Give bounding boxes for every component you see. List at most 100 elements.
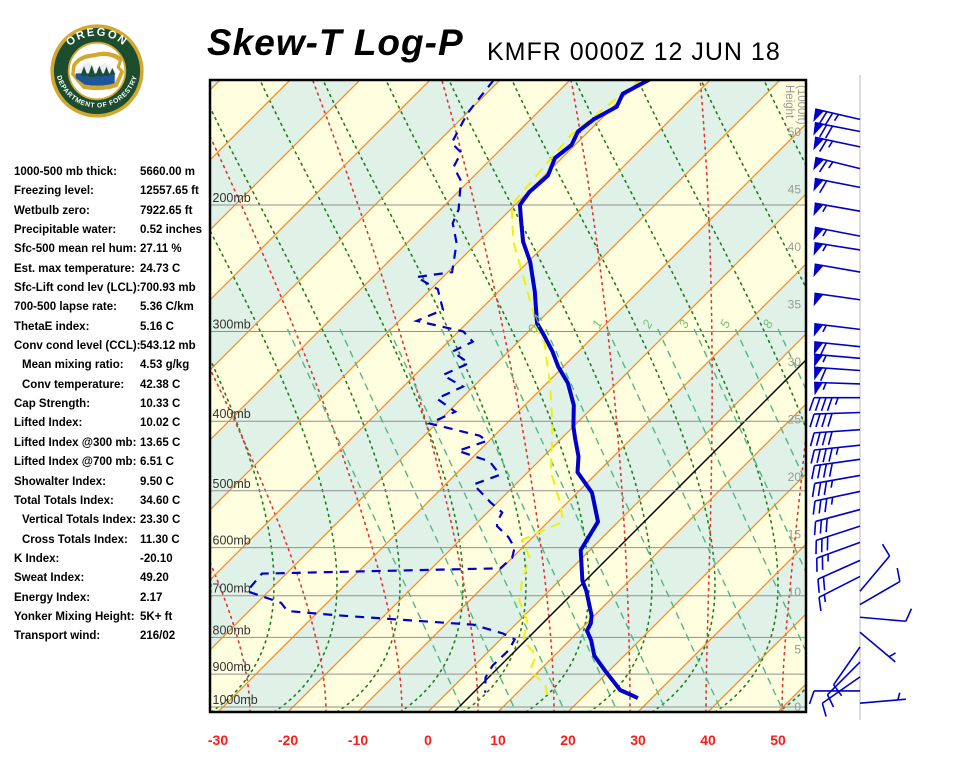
- wind-barb: [859, 543, 891, 592]
- stat-value: 42.38 C: [140, 378, 181, 391]
- wind-barb: [813, 156, 861, 173]
- wind-barb: [809, 428, 861, 447]
- stat-row: 700-500 lapse rate: 5.36 C/km: [14, 301, 214, 320]
- temp-axis-label: 20: [560, 732, 576, 748]
- wind-barb: [808, 396, 860, 411]
- zero-reference-line: [453, 359, 806, 712]
- mixing-ratio-lines: [286, 328, 806, 712]
- height-label: 50: [788, 125, 802, 139]
- wind-barb: [810, 444, 861, 464]
- stat-label: Lifted Index:: [14, 417, 83, 430]
- mixing-ratio-label: 0.4: [524, 312, 546, 335]
- temp-axis-labels: -30 -20 -10 0 10 20 30 40 50: [208, 732, 786, 748]
- temp-axis-label: -30: [208, 732, 228, 748]
- temp-axis-label: -10: [348, 732, 368, 748]
- stat-value: 5K+ ft: [140, 610, 173, 623]
- stat-label: Transport wind:: [14, 630, 101, 643]
- height-axis-title: Height: [783, 85, 795, 119]
- stat-label: Conv temperature:: [22, 378, 125, 391]
- station-datetime: KMFR 0000Z 12 JUN 18: [487, 38, 781, 66]
- pressure-label: 700mb: [213, 582, 251, 596]
- stat-value: 216/02: [140, 630, 176, 643]
- wind-barb: [821, 676, 861, 717]
- stat-row: Vertical Totals Index: 23.30 C: [14, 514, 214, 533]
- stat-label: 1000-500 mb thick:: [14, 166, 117, 178]
- stat-label: Cross Totals Index:: [22, 533, 128, 546]
- height-label: 25: [788, 413, 802, 427]
- stat-value: 2.17: [140, 591, 163, 604]
- stat-row: Transport wind: 216/02: [14, 630, 214, 649]
- stat-label: ThetaE index:: [14, 320, 90, 333]
- stat-value: 49.20: [140, 572, 169, 585]
- stat-value: 5660.00 m: [140, 166, 195, 178]
- stat-row: Wetbulb zero: 7922.65 ft: [14, 205, 214, 224]
- stat-row: Yonker Mixing Height: 5K+ ft: [14, 611, 214, 630]
- stat-label: Sfc-Lift cond lev (LCL):: [14, 282, 141, 295]
- dry-adiabats: [210, 80, 806, 712]
- wind-barb: [809, 411, 861, 428]
- wind-barb: [813, 263, 861, 278]
- temp-axis-label: 50: [770, 732, 786, 748]
- stat-row: Sfc-500 mean rel hum: 27.11 %: [14, 243, 214, 262]
- pressure-label: 800mb: [213, 623, 251, 637]
- stat-row: Cap Strength: 10.33 C: [14, 398, 214, 417]
- pressure-label: 400mb: [213, 407, 251, 421]
- stat-label: Total Totals Index:: [14, 494, 114, 507]
- stat-value: 6.51 C: [140, 456, 174, 469]
- wind-barb: [814, 381, 861, 396]
- wind-barb: [813, 136, 861, 153]
- wind-barb: [813, 508, 861, 536]
- wind-barb: [818, 575, 861, 612]
- stat-row: Energy Index: 2.17: [14, 592, 214, 611]
- wind-barb: [859, 567, 901, 606]
- wind-barb: [811, 458, 861, 480]
- wind-barb: [813, 108, 861, 126]
- wind-barb: [813, 121, 861, 139]
- stat-value: 9.50 C: [140, 475, 174, 488]
- stat-value: 7922.65 ft: [140, 204, 193, 217]
- stat-row: Lifted Index: 10.02 C: [14, 417, 214, 436]
- stat-value: 24.73 C: [140, 262, 181, 275]
- height-label: 45: [788, 183, 802, 197]
- wind-barb: [815, 541, 861, 572]
- stat-value: -20.10: [140, 552, 173, 565]
- wind-barb: [817, 559, 861, 593]
- height-label: 15: [788, 528, 802, 542]
- height-label: 10: [788, 585, 802, 599]
- stat-value: 543.12 mb: [140, 340, 196, 353]
- stat-value: 5.16 C: [140, 320, 174, 333]
- stat-row: 1000-500 mb thick: 5660.00 m: [14, 166, 214, 185]
- stat-label: Yonker Mixing Height:: [14, 610, 135, 623]
- temp-axis-label: -20: [278, 732, 298, 748]
- stat-label: Lifted Index @300 mb:: [14, 436, 137, 449]
- page-title: Skew-T Log-P: [207, 22, 464, 63]
- wind-barb: [812, 490, 861, 515]
- height-label: 35: [788, 298, 802, 312]
- stat-row: Lifted Index @300 mb: 13.65 C: [14, 437, 214, 456]
- stat-value: 23.30 C: [140, 514, 181, 527]
- stat-label: Vertical Totals Index:: [22, 514, 137, 527]
- stat-row: ThetaE index: 5.16 C: [14, 321, 214, 340]
- wind-barb: [813, 202, 861, 217]
- stat-label: Conv cond level (CCL):: [14, 340, 141, 353]
- pressure-label: 900mb: [213, 660, 251, 674]
- wind-barb: [814, 353, 861, 368]
- stat-row: Lifted Index @700 mb: 6.51 C: [14, 456, 214, 475]
- height-label: 0: [794, 700, 801, 714]
- wind-barb: [813, 322, 861, 337]
- stat-row: Showalter Index: 9.50 C: [14, 476, 214, 495]
- wind-barb: [813, 226, 861, 241]
- stat-value: 12557.65 ft: [140, 185, 199, 198]
- height-label: 5: [794, 643, 801, 657]
- stat-label: Sfc-500 mean rel hum:: [14, 243, 137, 256]
- wind-barb: [859, 608, 913, 623]
- isotherm-lines: [210, 80, 806, 712]
- wind-barb: [813, 241, 861, 256]
- wind-barb: [811, 474, 861, 498]
- temp-axis-label: 30: [630, 732, 646, 748]
- stat-label: Lifted Index @700 mb:: [14, 456, 137, 469]
- stat-row: Freezing level: 12557.65 ft: [14, 185, 214, 204]
- pressure-label: 600mb: [213, 534, 251, 548]
- stat-label: Freezing level:: [14, 185, 94, 198]
